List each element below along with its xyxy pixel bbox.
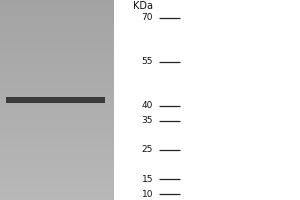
Bar — [0, 87, 114, 90]
Bar — [0, 105, 114, 108]
Bar — [0, 155, 114, 158]
Bar — [0, 95, 114, 98]
Bar — [0, 125, 114, 128]
Text: 40: 40 — [142, 101, 153, 110]
Bar — [0, 75, 114, 78]
Bar — [0, 110, 114, 112]
Bar — [0, 0, 114, 200]
Bar — [0, 115, 114, 118]
Bar — [0, 140, 114, 142]
Text: 70: 70 — [142, 13, 153, 22]
Bar — [0, 7, 114, 10]
Bar — [0, 65, 114, 68]
Text: 25: 25 — [142, 146, 153, 155]
Bar — [0, 172, 114, 175]
Bar — [0, 190, 114, 192]
Bar — [0, 135, 114, 138]
Bar — [0, 42, 114, 45]
Bar — [0, 152, 114, 155]
Bar — [0, 37, 114, 40]
Bar — [0, 192, 114, 195]
Bar — [0, 52, 114, 55]
Bar — [0, 122, 114, 125]
Bar — [0, 100, 114, 103]
Bar — [0, 45, 114, 47]
Bar — [0, 27, 114, 30]
Bar — [0, 32, 114, 35]
Bar — [0, 92, 114, 95]
Bar — [0, 117, 114, 120]
Bar — [0, 20, 114, 23]
Bar — [0, 132, 114, 135]
Bar — [0, 35, 114, 38]
Bar — [0, 85, 114, 88]
Bar — [0, 97, 114, 100]
Bar — [0, 142, 114, 145]
Bar — [0, 127, 114, 130]
Bar — [0, 170, 114, 172]
Bar — [0, 50, 114, 53]
Bar — [0, 182, 114, 185]
Bar — [6, 97, 105, 103]
Bar — [0, 57, 114, 60]
Bar — [0, 120, 114, 123]
Bar — [0, 55, 114, 58]
Bar — [0, 30, 114, 33]
Bar — [0, 162, 114, 165]
Bar — [0, 22, 114, 25]
Bar — [0, 167, 114, 170]
Bar — [0, 67, 114, 70]
Bar — [0, 175, 114, 178]
Bar — [0, 70, 114, 72]
Bar — [0, 112, 114, 115]
Bar — [0, 165, 114, 168]
Bar — [0, 157, 114, 160]
Bar — [0, 60, 114, 63]
Bar — [0, 160, 114, 162]
Bar — [0, 102, 114, 105]
Bar — [0, 15, 114, 18]
Bar — [0, 12, 114, 15]
Text: KDa: KDa — [133, 1, 153, 11]
Bar — [0, 80, 114, 83]
Bar — [0, 0, 114, 3]
Bar — [0, 90, 114, 93]
Bar — [0, 40, 114, 43]
Bar — [0, 17, 114, 20]
Bar — [0, 5, 114, 7]
Bar — [0, 10, 114, 13]
Bar — [0, 130, 114, 133]
Bar — [0, 147, 114, 150]
Bar — [0, 77, 114, 80]
Bar — [0, 25, 114, 27]
Bar — [0, 185, 114, 188]
Bar — [0, 72, 114, 75]
Bar — [0, 150, 114, 153]
Bar — [0, 2, 114, 5]
Bar — [0, 195, 114, 198]
Bar — [0, 197, 114, 200]
Bar — [0, 180, 114, 182]
Bar — [0, 62, 114, 65]
Bar — [0, 107, 114, 110]
Text: 35: 35 — [142, 116, 153, 125]
Text: 10: 10 — [142, 190, 153, 199]
Bar — [0, 187, 114, 190]
Bar — [0, 82, 114, 85]
Bar — [0, 177, 114, 180]
Bar — [0, 137, 114, 140]
Bar — [0, 47, 114, 50]
Text: 55: 55 — [142, 57, 153, 66]
Text: 15: 15 — [142, 175, 153, 184]
Bar — [0, 145, 114, 148]
